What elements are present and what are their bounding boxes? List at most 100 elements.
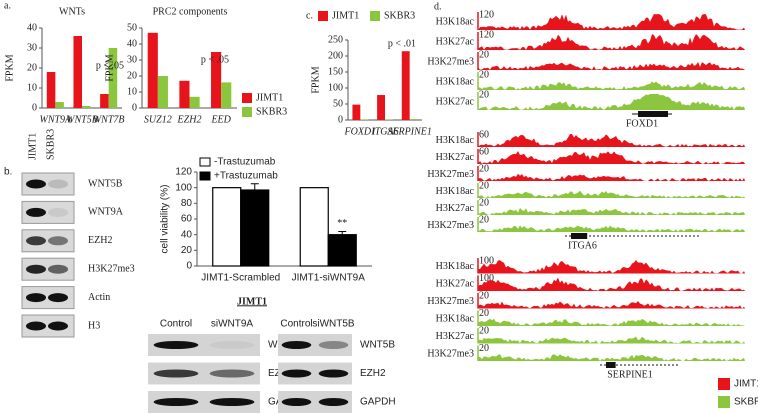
bar	[212, 187, 242, 267]
blot-band	[209, 398, 255, 406]
blot-row-label: Actin	[88, 292, 110, 303]
track-label: H3K27me3	[427, 220, 474, 231]
gene-label: SERPINE1	[607, 369, 653, 380]
track-scale: 20	[479, 214, 489, 225]
blot-band	[48, 293, 68, 303]
bar	[385, 119, 393, 120]
y-tick-label: 20	[127, 70, 137, 81]
blot-band	[318, 341, 349, 349]
panel-label: b.	[4, 167, 12, 178]
blot-band	[153, 341, 199, 349]
track-signal	[478, 34, 745, 50]
y-tick-label: 10	[27, 82, 37, 93]
legend-label: SKBR3	[384, 10, 415, 21]
legend-label: JIMT1	[332, 10, 359, 21]
annotation: p < .01	[388, 38, 416, 49]
y-tick-label: 20	[27, 62, 37, 73]
x-tick-label: EED	[210, 114, 231, 125]
y-tick-label: 50	[127, 22, 137, 33]
track-signal	[478, 336, 745, 344]
track-scale: 20	[479, 89, 489, 100]
track-signal	[478, 260, 745, 274]
y-tick-label: 30	[127, 54, 137, 65]
y-tick-label: 100	[328, 82, 343, 93]
track-label: H3K27ac	[436, 279, 475, 290]
blot-strip	[278, 334, 352, 356]
blot-strip	[148, 362, 260, 385]
blot-band	[26, 293, 46, 303]
gene-label: FOXD1	[626, 118, 658, 129]
blot-band	[281, 341, 312, 349]
blot-column-label: SKBR3	[45, 129, 56, 160]
blot-band	[209, 369, 255, 378]
y-tick-label: 0	[132, 102, 137, 113]
gene-label: ITGA6	[568, 240, 597, 251]
bar	[82, 106, 91, 108]
gene-exon	[638, 111, 668, 117]
panel-label: a.	[4, 0, 11, 11]
blot-band	[281, 369, 312, 378]
track-scale: 20	[479, 69, 489, 80]
chart-title: PRC2 components	[153, 6, 228, 17]
bar	[147, 32, 158, 108]
blot-band	[153, 369, 199, 378]
y-tick-label: 40	[181, 229, 193, 240]
track-scale: 20	[479, 308, 489, 319]
track-signal	[478, 207, 745, 215]
track-label: H3K27ac	[436, 331, 475, 342]
blot-row-label: WNT5B	[88, 178, 123, 189]
error-bar	[338, 231, 347, 235]
track-scale: 20	[479, 49, 489, 60]
track-scale: 20	[479, 180, 489, 191]
track-signal	[478, 277, 745, 291]
x-tick-label: SUZ12	[144, 114, 172, 125]
bar	[100, 94, 109, 108]
error-bar	[250, 183, 259, 191]
legend-swatch	[199, 157, 211, 167]
legend-swatch	[242, 107, 252, 117]
blot-column-label: siWNT9A	[211, 319, 254, 330]
track-signal	[478, 81, 745, 90]
legend-swatch	[199, 171, 211, 181]
track-label: H3K18ac	[436, 261, 475, 272]
blot-band	[209, 341, 255, 349]
track-signal	[478, 225, 745, 232]
track-label: H3K27ac	[436, 152, 475, 163]
blot-row-label: WNT5B	[360, 340, 395, 351]
legend-swatch	[718, 378, 730, 390]
annotation: p < .05	[201, 54, 229, 65]
x-tick-label: EZH2	[177, 114, 202, 125]
track-signal	[478, 94, 745, 110]
blot-row-label: GAPDH	[360, 397, 396, 408]
annotation: p < .05	[96, 60, 124, 71]
bar	[299, 187, 329, 267]
y-tick-label: 20	[181, 245, 193, 256]
blot-strip	[21, 200, 75, 224]
track-label: H3K27ac	[436, 96, 475, 107]
annotation: **	[337, 218, 347, 229]
y-tick-label: 0	[186, 261, 192, 272]
track-label: H3K18ac	[436, 186, 475, 197]
y-tick-label: 50	[333, 98, 343, 109]
track-scale: 20	[479, 163, 489, 174]
blot-band	[48, 207, 68, 217]
legend-swatch	[318, 11, 328, 21]
track-label: H3K18ac	[436, 135, 475, 146]
track-scale: 20	[479, 197, 489, 208]
y-tick-label: 0	[32, 102, 37, 113]
x-tick-label: FOXD1	[343, 126, 376, 137]
x-tick-label: ITGA6	[370, 126, 398, 137]
y-tick-label: 200	[328, 50, 343, 61]
track-label: H3K27ac	[436, 36, 475, 47]
legend-swatch	[718, 396, 730, 408]
blot-row-label: EZH2	[360, 368, 386, 379]
x-tick-label: WNT5B	[66, 114, 98, 125]
y-tick-label: 40	[127, 38, 137, 49]
track-label: H3K18ac	[436, 76, 475, 87]
track-scale: 20	[479, 343, 489, 354]
bar	[46, 72, 56, 108]
track-signal	[478, 318, 745, 326]
track-signal	[478, 14, 745, 30]
